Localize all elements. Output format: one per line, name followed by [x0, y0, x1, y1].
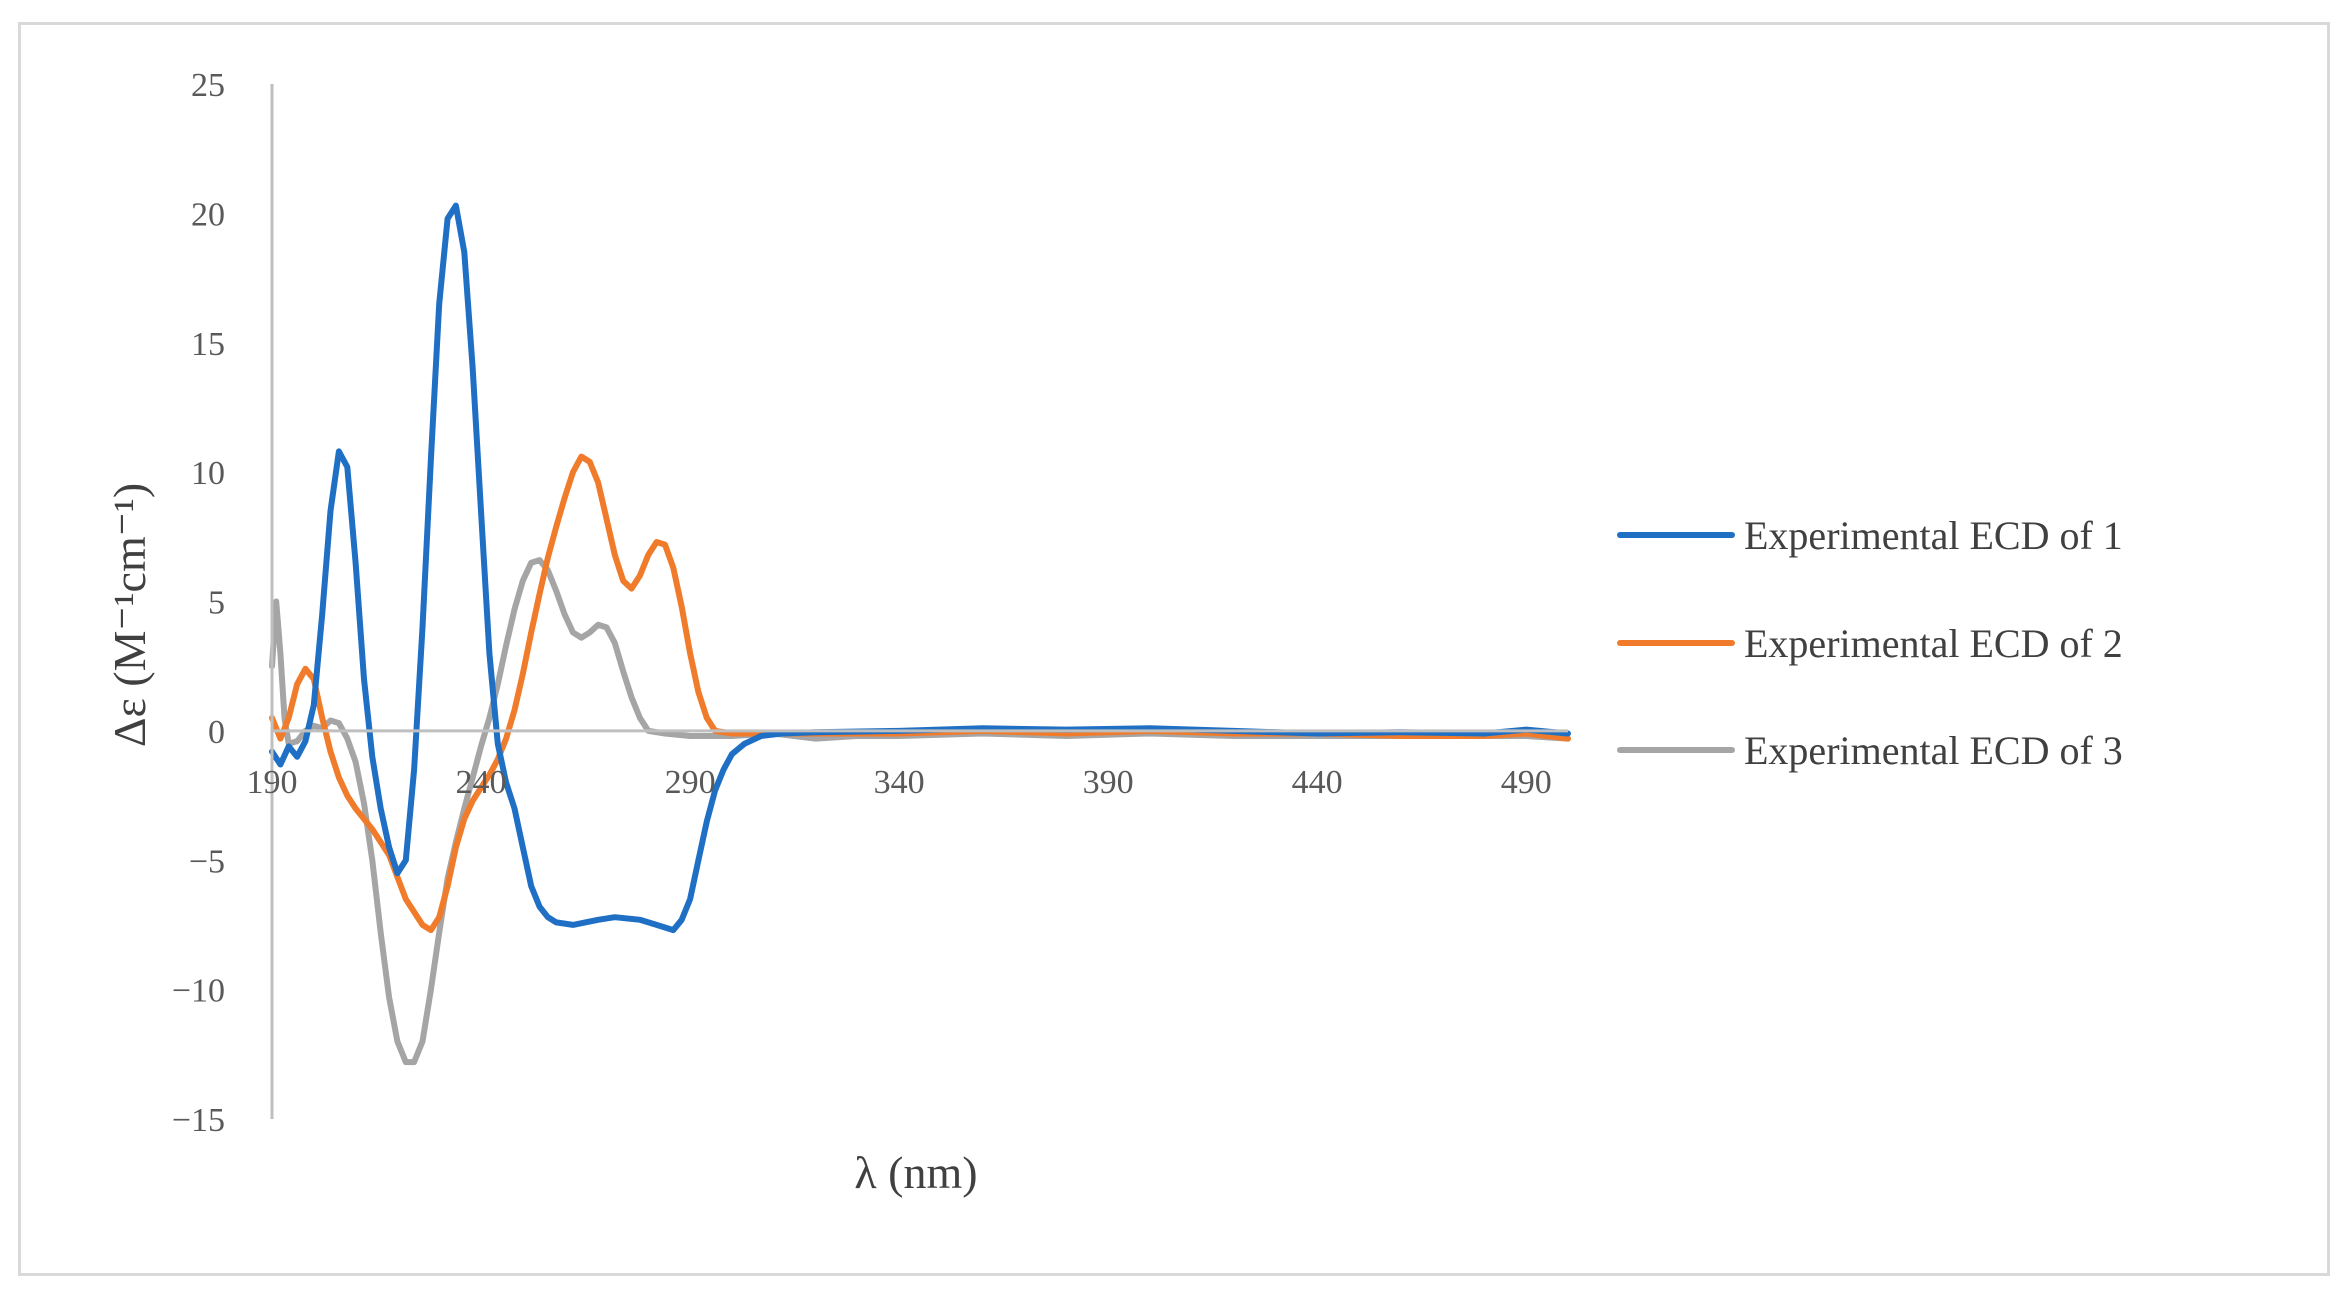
x-tick-label: 190	[247, 764, 298, 801]
x-tick-label: 240	[456, 764, 507, 801]
y-tick-label: −5	[189, 843, 225, 880]
x-tick-label: 340	[874, 764, 925, 801]
y-tick-label: 25	[191, 67, 225, 104]
x-axis-title: λ (nm)	[854, 1147, 977, 1198]
x-tick-label: 490	[1501, 764, 1552, 801]
x-tick-labels: 190 240 290 340 390 440 490	[247, 764, 1552, 801]
y-tick-labels: 25 20 15 10 5 0 −5 −10 −15	[172, 67, 225, 1139]
y-tick-label: 20	[191, 196, 225, 233]
series-layer	[269, 202, 1571, 1066]
y-axis-title: Δε (M⁻¹cm⁻¹)	[104, 483, 155, 747]
legend: Experimental ECD of 1 Experimental ECD of…	[1617, 513, 2123, 773]
x-tick-label: 440	[1292, 764, 1343, 801]
y-tick-label: 0	[208, 714, 225, 751]
series-line-1	[269, 202, 1571, 934]
y-tick-label: 15	[191, 326, 225, 363]
y-tick-label: 5	[208, 585, 225, 622]
legend-label-1: Experimental ECD of 1	[1744, 513, 2123, 558]
y-tick-label: −15	[172, 1102, 225, 1139]
legend-label-3: Experimental ECD of 3	[1744, 728, 2123, 773]
x-tick-label: 290	[665, 764, 716, 801]
series-line-2	[269, 453, 1571, 934]
y-tick-label: 10	[191, 455, 225, 492]
legend-label-2: Experimental ECD of 2	[1744, 621, 2123, 666]
chart-frame	[18, 22, 2330, 1276]
x-tick-label: 390	[1083, 764, 1134, 801]
y-tick-label: −10	[172, 973, 225, 1010]
